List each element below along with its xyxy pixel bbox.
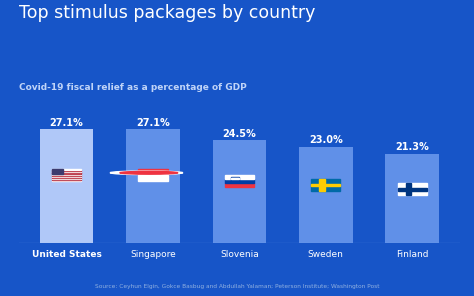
Text: 27.1%: 27.1% <box>136 118 170 128</box>
Bar <box>52 179 81 180</box>
Bar <box>406 184 411 195</box>
Bar <box>319 179 325 191</box>
Bar <box>311 179 340 191</box>
Bar <box>52 169 81 170</box>
Bar <box>385 154 439 243</box>
Circle shape <box>120 171 178 174</box>
Bar <box>231 177 238 181</box>
Bar <box>52 172 81 173</box>
Bar <box>311 184 340 186</box>
Bar <box>225 176 254 179</box>
Bar <box>40 129 93 243</box>
Text: 23.0%: 23.0% <box>309 135 343 145</box>
Text: Singapore: Singapore <box>130 250 176 259</box>
Circle shape <box>110 171 183 175</box>
Text: 24.5%: 24.5% <box>222 129 256 139</box>
Bar <box>52 173 81 174</box>
Bar <box>225 183 254 187</box>
Bar <box>138 175 168 181</box>
Text: Slovenia: Slovenia <box>220 250 259 259</box>
Bar <box>231 178 238 179</box>
Bar <box>52 174 81 175</box>
Bar <box>398 188 427 191</box>
Bar <box>52 170 81 171</box>
Text: Source: Ceyhun Elgin, Gokce Basbug and Abdullah Yalaman; Peterson Institute; Was: Source: Ceyhun Elgin, Gokce Basbug and A… <box>95 284 379 289</box>
Bar <box>52 171 81 172</box>
Bar <box>52 178 81 179</box>
Bar <box>126 129 180 243</box>
Text: United States: United States <box>32 250 101 259</box>
Bar <box>398 184 427 195</box>
Text: 27.1%: 27.1% <box>50 118 83 128</box>
Bar <box>299 147 353 243</box>
Bar <box>138 169 168 175</box>
Bar <box>52 176 81 177</box>
Bar <box>225 179 254 183</box>
Bar <box>52 175 81 176</box>
Bar <box>212 140 266 243</box>
Text: Top stimulus packages by country: Top stimulus packages by country <box>19 4 315 22</box>
Text: Sweden: Sweden <box>308 250 344 259</box>
Bar <box>52 169 63 174</box>
Text: 21.3%: 21.3% <box>395 142 429 152</box>
Text: Finland: Finland <box>396 250 428 259</box>
Bar <box>52 180 81 181</box>
Bar <box>52 177 81 178</box>
Text: Covid-19 fiscal relief as a percentage of GDP: Covid-19 fiscal relief as a percentage o… <box>19 83 246 92</box>
